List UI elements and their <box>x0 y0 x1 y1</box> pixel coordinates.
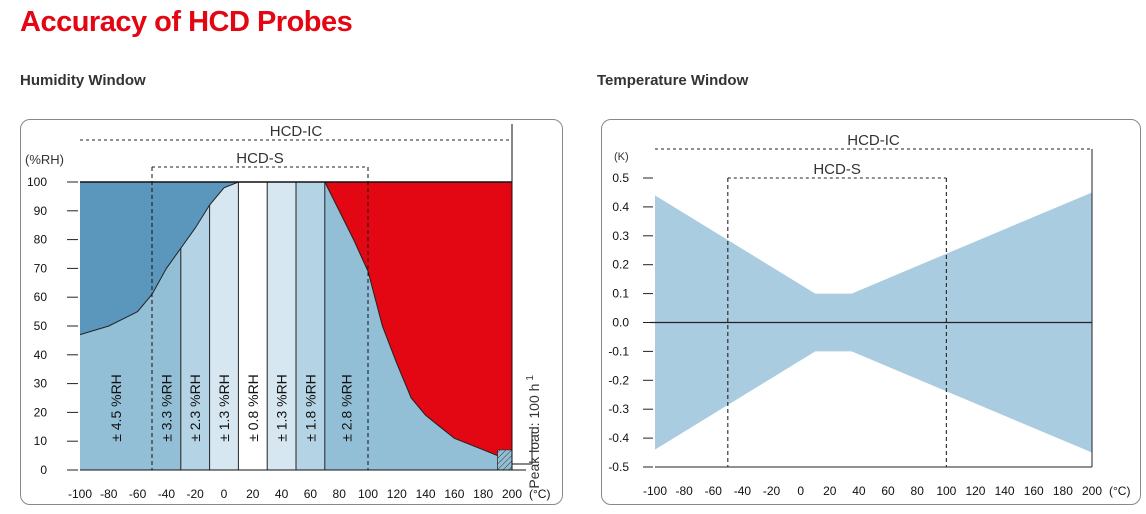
y-tick-label: 50 <box>34 319 48 333</box>
x-tick-label: 100 <box>936 484 956 498</box>
x-tick-label: 80 <box>333 487 347 501</box>
x-tick-label: 40 <box>275 487 289 501</box>
x-tick-label: -20 <box>187 487 205 501</box>
x-tick-label: 140 <box>995 484 1015 498</box>
y-tick-label: -0.4 <box>608 431 629 445</box>
y-tick-label: 0.4 <box>612 200 629 214</box>
y-axis-label: (%RH) <box>25 152 64 167</box>
accuracy-band-5 <box>267 182 296 470</box>
x-tick-label: -60 <box>129 487 147 501</box>
band-label: ± 0.8 %RH <box>245 374 261 442</box>
band-label: ± 2.3 %RH <box>187 374 203 442</box>
y-tick-label: 80 <box>34 233 48 247</box>
humidity-chart: HCD-IC HCD-S ± 4.5 %RH ± 3.3 %RH ± 2.3 %RH ± … <box>25 123 550 501</box>
y-tick-label: 100 <box>27 175 47 189</box>
x-tick-label: 200 <box>502 487 522 501</box>
x-tick-label: 120 <box>387 487 407 501</box>
band-label: ± 1.3 %RH <box>216 374 232 442</box>
x-tick-label: 200 <box>1082 484 1102 498</box>
range-label-hcd-ic: HCD-IC <box>847 132 900 149</box>
x-tick-label: -40 <box>734 484 752 498</box>
x-tick-label: 180 <box>473 487 493 501</box>
x-tick-label: 160 <box>444 487 464 501</box>
humidity-chart-panel: HCD-IC HCD-S ± 4.5 %RH ± 3.3 %RH ± 2.3 %RH ± … <box>20 119 563 505</box>
x-tick-label: 0 <box>797 484 804 498</box>
accuracy-band-3 <box>209 182 239 470</box>
x-tick-label: 20 <box>823 484 837 498</box>
y-tick-label: 20 <box>34 405 48 419</box>
x-tick-label: 100 <box>358 487 378 501</box>
y-tick-label: -0.1 <box>608 344 629 358</box>
dew-boundary-line <box>79 181 239 336</box>
high-temp-boundary-line <box>324 181 512 457</box>
accuracy-band-6 <box>296 182 325 470</box>
x-tick-label: -80 <box>675 484 693 498</box>
x-tick-label: -100 <box>68 487 92 501</box>
x-tick-label: 0 <box>221 487 228 501</box>
y-tick-label: -0.5 <box>608 460 629 474</box>
x-tick-label: 40 <box>852 484 866 498</box>
range-label-hcd-ic: HCD-IC <box>270 123 323 140</box>
page-title: Accuracy of HCD Probes <box>20 6 353 38</box>
y-tick-label: 0.0 <box>612 316 629 330</box>
y-tick-label: 90 <box>34 204 48 218</box>
temperature-chart: HCD-IC HCD-S 0.5 0.4 0.3 0.2 0.1 0.0 -0.1 -0.2 -0.… <box>608 132 1130 498</box>
temperature-chart-panel: HCD-IC HCD-S 0.5 0.4 0.3 0.2 0.1 0.0 -0.1 -0.2 -0.… <box>601 119 1141 505</box>
x-axis-unit: (°C) <box>529 487 550 501</box>
x-tick-label: 180 <box>1053 484 1073 498</box>
y-tick-label: 10 <box>34 434 48 448</box>
band-label: ± 2.8 %RH <box>338 374 354 442</box>
x-tick-label: 160 <box>1024 484 1044 498</box>
x-tick-label: -40 <box>158 487 176 501</box>
peak-load-hatch <box>497 449 513 471</box>
temperature-window-title: Temperature Window <box>597 72 749 89</box>
peak-load-footnote: 1 <box>525 375 536 381</box>
x-tick-label: 80 <box>911 484 925 498</box>
peak-load-text: Peak load: 100 h <box>526 384 542 489</box>
x-tick-label: 60 <box>881 484 895 498</box>
y-tick-label: 60 <box>34 290 48 304</box>
x-tick-label: -60 <box>705 484 723 498</box>
y-tick-label: 30 <box>34 377 48 391</box>
x-tick-label: -80 <box>100 487 118 501</box>
x-tick-label: 20 <box>246 487 260 501</box>
y-tick-label: 0.2 <box>612 258 629 272</box>
humidity-window-title: Humidity Window <box>20 72 146 89</box>
accuracy-band-4 <box>238 182 268 470</box>
y-tick-label: 0.5 <box>612 171 629 185</box>
y-tick-label: 70 <box>34 261 48 275</box>
y-tick-label: -0.2 <box>608 373 629 387</box>
x-tick-label: 60 <box>304 487 318 501</box>
peak-load-label: Peak load: 100 h 1 <box>525 375 542 489</box>
y-tick-label: 40 <box>34 348 48 362</box>
y-tick-label: 0.1 <box>612 287 629 301</box>
y-tick-label: 0 <box>40 463 47 477</box>
band-label: ± 4.5 %RH <box>108 374 124 442</box>
x-tick-label: -100 <box>643 484 667 498</box>
peak-load-bracket <box>512 432 533 465</box>
y-axis-label: (K) <box>614 151 629 163</box>
band-label: ± 3.3 %RH <box>158 374 174 442</box>
range-label-hcd-s: HCD-S <box>236 150 284 167</box>
x-tick-label: 120 <box>965 484 985 498</box>
y-tick-label: 0.3 <box>612 229 629 243</box>
x-axis-unit: (°C) <box>1109 484 1130 498</box>
band-label: ± 1.3 %RH <box>274 374 290 442</box>
high-temp-region <box>324 182 512 456</box>
x-tick-label: -20 <box>763 484 781 498</box>
condensation-region <box>80 182 239 335</box>
y-tick-label: -0.3 <box>608 402 629 416</box>
x-tick-label: 140 <box>416 487 436 501</box>
band-label: ± 1.8 %RH <box>302 374 318 442</box>
range-label-hcd-s: HCD-S <box>813 161 861 178</box>
